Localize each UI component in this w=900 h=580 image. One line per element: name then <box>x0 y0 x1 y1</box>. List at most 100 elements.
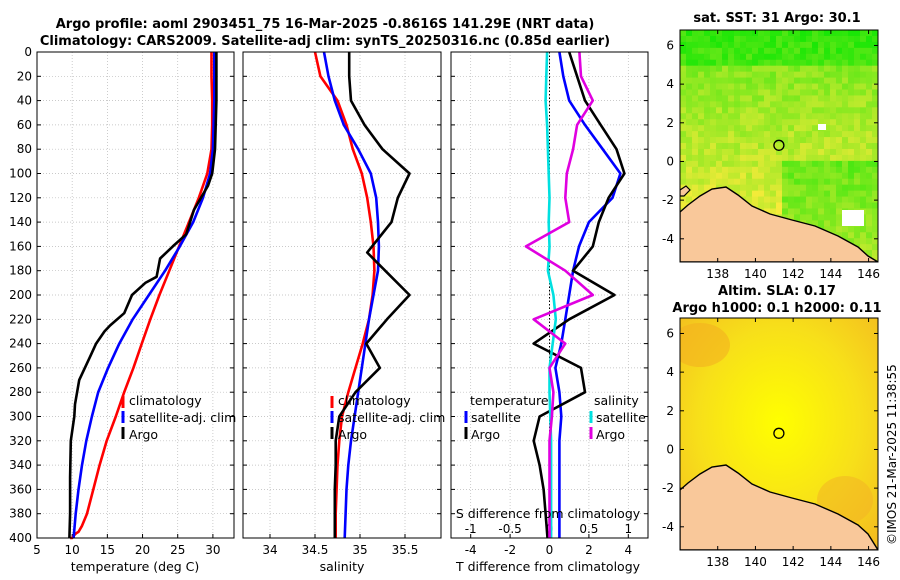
salinity-tick-labels: 34 34.5 35 35.5 <box>262 543 418 557</box>
sst-cell <box>866 113 873 120</box>
sst-cell <box>740 35 747 43</box>
t-difference-tick-labels: -4 -2 0 2 4 <box>465 543 632 557</box>
sst-cell <box>812 53 819 61</box>
sst-cell <box>722 95 729 102</box>
sst-cell <box>818 202 825 209</box>
sst-cell <box>806 154 813 162</box>
sst-cell <box>782 95 789 102</box>
sst-cell <box>740 154 747 162</box>
sst-cell <box>818 35 825 43</box>
figure-title-line1: Argo profile: aoml 2903451_75 16-Mar-202… <box>56 17 595 32</box>
sst-cell <box>812 47 819 55</box>
sst-cell <box>848 113 855 120</box>
sst-cell <box>872 77 878 84</box>
sst-cell <box>782 178 789 186</box>
sst-cell <box>872 101 878 108</box>
sst-cell <box>788 95 795 102</box>
sst-cell <box>866 131 873 138</box>
sst-cell <box>758 107 765 114</box>
sst-cell <box>740 41 747 49</box>
sst-cell <box>806 101 813 108</box>
sst-cell <box>704 160 711 168</box>
s-diff-tick-label: -0.5 <box>498 522 521 536</box>
sst-cell <box>728 137 735 144</box>
sst-cell <box>872 172 878 180</box>
sst-cell <box>800 47 807 55</box>
sst-cell <box>848 184 855 192</box>
sst-cell <box>680 35 687 43</box>
sst-cell <box>830 107 837 114</box>
depth-tick-labels: 0 20 40 60 80 100 120 140 160 180 200 220 240 260 280 3… <box>9 45 32 545</box>
x-tick-label: 5 <box>33 543 41 557</box>
sst-cell <box>788 208 795 215</box>
legend-label-climatology: climatology <box>338 393 411 408</box>
sst-cell <box>752 166 759 174</box>
sst-cell <box>710 143 717 150</box>
sst-cell <box>860 71 867 78</box>
sst-cell <box>854 143 861 150</box>
sst-cell <box>752 178 759 186</box>
sst-cell <box>842 137 849 144</box>
series-satellite-adj-clim <box>72 52 216 539</box>
sst-cell <box>776 71 783 78</box>
sst-cell <box>752 160 759 168</box>
sst-cell <box>854 196 861 203</box>
legend-label-satellite: satellite-adj. clim <box>129 410 236 425</box>
sst-cell <box>698 95 705 102</box>
sst-cell <box>818 101 825 108</box>
sst-cell <box>764 190 771 197</box>
sst-cell <box>824 154 831 162</box>
sst-cell <box>800 77 807 84</box>
s-diff-tick-label: -1 <box>465 522 477 536</box>
sst-cell <box>854 184 861 192</box>
sst-cell <box>722 53 729 61</box>
sst-cell <box>854 107 861 114</box>
sst-cell <box>788 131 795 138</box>
sst-cell <box>830 47 837 55</box>
sst-cell <box>782 53 789 61</box>
sst-cell <box>782 119 789 126</box>
sst-cell <box>848 83 855 90</box>
sst-cell <box>722 172 729 180</box>
sst-cell <box>710 77 717 84</box>
sst-cell <box>788 89 795 96</box>
sst-cell <box>710 107 717 114</box>
sst-cell <box>806 190 813 197</box>
sst-cell <box>788 107 795 114</box>
sst-cell <box>830 89 837 96</box>
sst-cell <box>716 59 723 67</box>
sst-cell <box>704 41 711 49</box>
sst-cell <box>806 143 813 150</box>
sla-map-subtitle: Argo h1000: 0.1 h2000: 0.11 <box>672 301 881 316</box>
sst-cell <box>734 131 741 138</box>
sst-cell <box>752 184 759 192</box>
sst-cell <box>812 83 819 90</box>
sst-cell <box>710 184 717 192</box>
sst-cell <box>692 184 699 192</box>
sst-cell <box>866 214 873 221</box>
sst-cell <box>782 47 789 55</box>
sst-cell <box>830 119 837 126</box>
sst-map-frame <box>679 29 879 263</box>
sst-cell <box>770 119 777 126</box>
sst-cell <box>854 148 861 156</box>
sst-cell <box>794 65 801 73</box>
depth-tick-label: 140 <box>9 215 32 229</box>
sst-cell <box>824 30 831 37</box>
sst-cell <box>818 172 825 180</box>
sst-cell <box>782 160 789 168</box>
sst-cell <box>752 65 759 73</box>
sst-cell <box>806 160 813 168</box>
sst-cell <box>860 107 867 114</box>
sst-cell <box>860 95 867 102</box>
sst-cell <box>740 59 747 67</box>
sst-cell <box>746 113 753 120</box>
sst-cell <box>764 83 771 90</box>
sst-cell <box>734 47 741 55</box>
sst-cell <box>698 71 705 78</box>
sst-cell <box>776 172 783 180</box>
sla-field-high-nw <box>680 323 730 367</box>
sst-cell <box>794 83 801 90</box>
sst-cell <box>704 143 711 150</box>
sst-cell <box>872 184 878 192</box>
